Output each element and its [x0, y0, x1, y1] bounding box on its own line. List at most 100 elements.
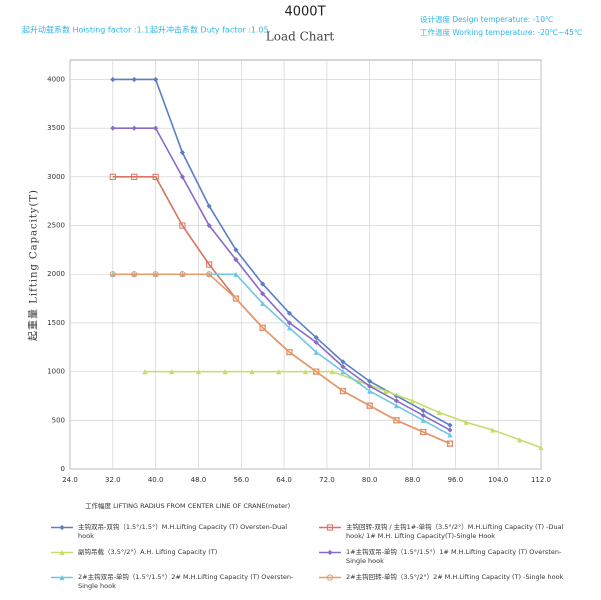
marker — [110, 76, 116, 83]
series-line — [112, 78, 451, 426]
x-tick-label: 112.0 — [531, 476, 551, 484]
marker — [131, 173, 138, 180]
marker — [249, 369, 255, 375]
marker — [131, 125, 137, 131]
x-tick-label: 56.0 — [233, 476, 249, 484]
marker — [131, 271, 138, 278]
marker — [313, 339, 319, 346]
marker — [327, 549, 333, 556]
marker — [169, 369, 175, 375]
legend-label: 主钩回转-双钩 / 主钩1#-单钩（3.5°/2°）M.H.Lifting Ca… — [346, 523, 564, 540]
legend-icon — [51, 549, 73, 556]
marker — [286, 349, 293, 356]
legend-item: 主钩双吊-双钩（1.5°/1.5°）M.H.Lifting Capacity (… — [50, 523, 300, 541]
marker — [516, 437, 523, 443]
marker — [367, 378, 373, 384]
marker — [313, 368, 320, 375]
marker — [260, 300, 266, 307]
marker — [538, 444, 544, 451]
marker — [179, 222, 186, 229]
marker — [259, 324, 266, 331]
chart: 4000T Load Chart 起升动载系数 Hoisting factor … — [22, 5, 582, 511]
marker — [313, 334, 319, 341]
marker — [233, 257, 239, 263]
marker — [206, 203, 212, 209]
marker — [260, 291, 266, 297]
marker — [420, 428, 427, 436]
series-line — [112, 176, 451, 445]
marker — [302, 369, 309, 375]
marker — [286, 325, 293, 331]
chart-title: 4000T — [284, 5, 325, 20]
marker — [233, 271, 239, 277]
marker — [383, 388, 389, 394]
x-axis-label: 工作幅度 LIFTING RADIUS FROM CENTER LINE OF … — [85, 501, 290, 510]
marker — [110, 125, 116, 131]
marker — [367, 383, 373, 389]
marker — [463, 419, 469, 425]
y-tick-label: 1500 — [47, 319, 65, 327]
x-tick-label: 104.0 — [488, 476, 508, 484]
y-tick-label: 2500 — [47, 222, 65, 230]
marker — [206, 222, 212, 229]
legend-item: 1#主钩双吊-单钩（1.5°/1.5°）1# M.H.Lifting Capac… — [318, 548, 568, 566]
marker — [366, 402, 373, 409]
marker — [286, 310, 293, 316]
marker — [222, 369, 228, 375]
marker — [420, 412, 426, 419]
marker — [179, 271, 186, 278]
marker — [153, 76, 159, 83]
marker — [152, 271, 159, 278]
marker — [447, 427, 453, 433]
series-line — [112, 273, 451, 436]
y-tick-label: 3000 — [47, 173, 65, 181]
marker — [326, 574, 334, 581]
series-line — [112, 127, 451, 431]
marker — [195, 369, 202, 375]
marker — [153, 125, 159, 131]
marker — [339, 387, 347, 395]
marker — [393, 398, 400, 404]
y-axis-label: 起重量 Lifting Capacity(T) — [27, 189, 40, 341]
x-tick-label: 24.0 — [62, 476, 78, 484]
marker — [206, 271, 213, 278]
x-tick-label: 32.0 — [105, 476, 121, 484]
marker — [276, 369, 282, 375]
y-tick-label: 3500 — [47, 124, 65, 132]
marker — [232, 295, 240, 302]
legend-item: 2#主钩回转-单钩（3.5°/2°）2# M.H.Lifting Capacit… — [318, 573, 568, 582]
legend-label: 副钩吊载（3.5°/2°）A.H. Lifting Capacity (T) — [78, 548, 218, 556]
marker — [420, 417, 426, 423]
x-tick-label: 80.0 — [362, 476, 378, 484]
marker — [340, 369, 346, 375]
marker — [447, 422, 453, 428]
annotation: 起升冲击系数 Duty factor :1.05 — [150, 25, 269, 35]
chart-subtitle: Load Chart — [266, 30, 335, 44]
marker — [260, 281, 266, 287]
marker — [179, 174, 185, 180]
marker — [109, 173, 116, 180]
legend-label: 1#主钩双吊-单钩（1.5°/1.5°）1# M.H.Lifting Capac… — [346, 548, 562, 565]
legend-icon — [319, 574, 341, 581]
marker — [340, 359, 346, 365]
legend-icon — [51, 524, 73, 531]
x-tick-label: 48.0 — [191, 476, 207, 484]
y-tick-label: 1000 — [47, 368, 65, 376]
annotation: 工作温度 Working temperature: -20℃~45℃ — [420, 27, 582, 37]
marker — [179, 149, 185, 156]
marker — [329, 369, 335, 375]
marker — [340, 364, 346, 370]
legend-label: 主钩双吊-双钩（1.5°/1.5°）M.H.Lifting Capacity (… — [78, 523, 288, 540]
legend-icon — [319, 549, 341, 556]
marker — [409, 398, 416, 404]
legend-label: 2#主钩双吊-单钩（1.5°/1.5°）2# M.H.Lifting Capac… — [78, 573, 294, 590]
y-tick-label: 2000 — [47, 270, 65, 278]
legend-item: 副钩吊载（3.5°/2°）A.H. Lifting Capacity (T) — [50, 548, 300, 557]
marker — [490, 427, 496, 433]
marker — [326, 524, 334, 531]
x-tick-label: 40.0 — [148, 476, 164, 484]
marker — [59, 549, 65, 556]
marker — [286, 320, 293, 326]
x-tick-label: 64.0 — [276, 476, 292, 484]
